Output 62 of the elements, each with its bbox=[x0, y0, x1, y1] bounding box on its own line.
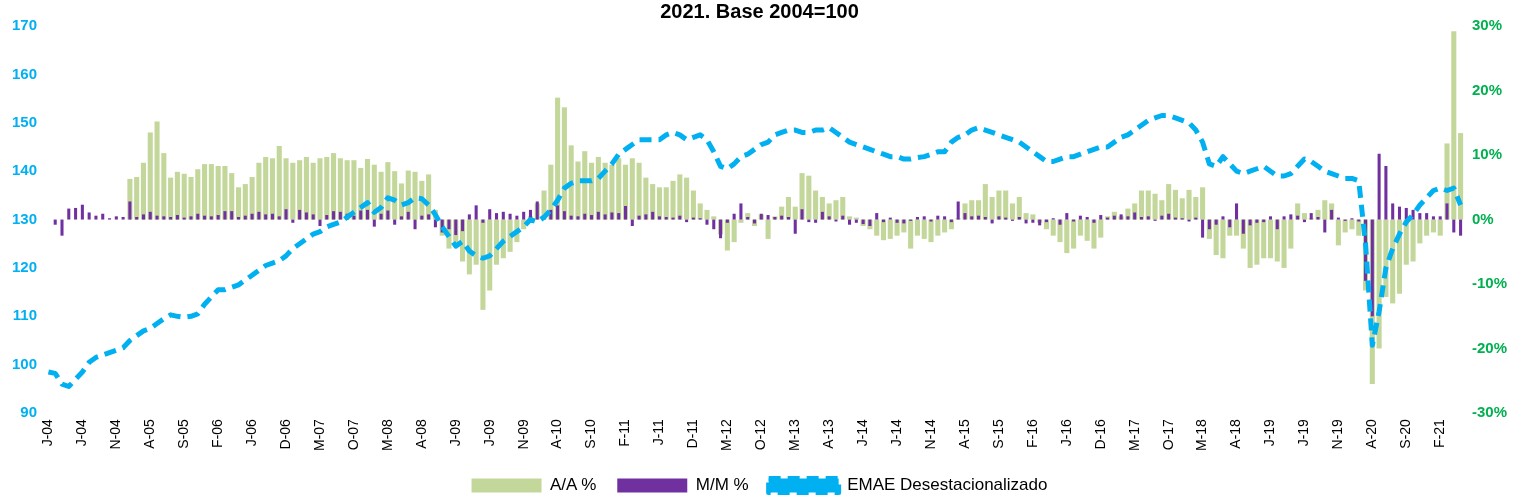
y2-tick-label: 0% bbox=[1471, 209, 1494, 227]
x-tick-label: J-16 bbox=[1057, 418, 1074, 447]
x-tick-label: S-10 bbox=[582, 418, 599, 449]
y-tick-label: 130 bbox=[12, 209, 38, 227]
x-tick-label: M-07 bbox=[310, 418, 327, 452]
x-tick-label: A-18 bbox=[1227, 418, 1244, 449]
x-tick-label: A-05 bbox=[141, 418, 158, 449]
y2-tick-label: 30% bbox=[1471, 16, 1503, 34]
y-tick-label: 110 bbox=[12, 306, 38, 324]
y-tick-label: 90 bbox=[20, 403, 38, 421]
y-tick-label: 160 bbox=[12, 64, 38, 82]
x-tick-label: J-19 bbox=[1261, 418, 1278, 447]
x-tick-label: F-16 bbox=[1023, 418, 1040, 448]
x-tick-label: S-20 bbox=[1397, 418, 1414, 449]
x-tick-label: F-11 bbox=[616, 418, 633, 447]
chart-title: 2021. Base 2004=100 bbox=[660, 0, 859, 22]
x-tick-label: O-17 bbox=[1159, 418, 1176, 451]
x-tick-label: J-09 bbox=[480, 418, 497, 447]
x-tick-label: J-06 bbox=[242, 418, 259, 447]
x-tick-label: M-08 bbox=[378, 418, 395, 452]
x-tick-label: J-14 bbox=[887, 418, 904, 447]
x-tick-label: M-17 bbox=[1125, 418, 1142, 452]
y-tick-label: 150 bbox=[12, 112, 38, 130]
x-tick-label: D-16 bbox=[1091, 418, 1108, 450]
x-tick-label: D-06 bbox=[276, 418, 293, 450]
x-tick-label: O-12 bbox=[752, 418, 769, 451]
x-tick-label: J-11 bbox=[650, 418, 667, 446]
x-tick-label: A-08 bbox=[412, 418, 429, 449]
y2-tick-label: -30% bbox=[1471, 403, 1508, 421]
x-tick-label: J-09 bbox=[446, 418, 463, 447]
x-tick-label: D-11 bbox=[684, 418, 701, 449]
y2-tick-label: -20% bbox=[1471, 338, 1508, 356]
x-tick-label: M-13 bbox=[786, 418, 803, 452]
y-tick-label: 170 bbox=[12, 16, 38, 34]
y-tick-label: 120 bbox=[12, 258, 38, 276]
x-tick-label: J-14 bbox=[853, 418, 870, 447]
x-tick-label: J-19 bbox=[1295, 418, 1312, 447]
x-tick-label: O-07 bbox=[344, 418, 361, 451]
y-tick-label: 140 bbox=[12, 161, 38, 179]
x-tick-label: J-04 bbox=[39, 418, 56, 447]
x-tick-label: A-13 bbox=[820, 418, 837, 449]
legend-label: M/M % bbox=[695, 475, 749, 495]
legend-label: A/A % bbox=[550, 475, 597, 495]
y2-tick-label: 10% bbox=[1471, 145, 1503, 163]
legend-label: EMAE Desestacionalizado bbox=[847, 475, 1048, 495]
x-tick-label: M-12 bbox=[718, 418, 735, 452]
x-tick-label: J-04 bbox=[73, 418, 90, 447]
x-tick-label: S-15 bbox=[989, 418, 1006, 449]
x-tick-label: A-15 bbox=[955, 418, 972, 449]
y2-tick-label: -10% bbox=[1471, 274, 1508, 292]
x-tick-label: M-18 bbox=[1193, 418, 1210, 452]
x-tick-label: N-04 bbox=[107, 418, 124, 450]
x-tick-label: N-19 bbox=[1329, 418, 1346, 450]
x-tick-label: S-05 bbox=[175, 418, 192, 449]
x-tick-label: F-21 bbox=[1431, 418, 1448, 448]
x-tick-label: A-20 bbox=[1363, 418, 1380, 449]
y-tick-label: 100 bbox=[12, 354, 38, 372]
y2-tick-label: 20% bbox=[1471, 80, 1503, 98]
x-tick-label: F-06 bbox=[209, 418, 226, 448]
x-tick-label: A-10 bbox=[548, 418, 565, 449]
x-tick-label: N-09 bbox=[514, 418, 531, 450]
x-tick-label: N-14 bbox=[921, 418, 938, 450]
